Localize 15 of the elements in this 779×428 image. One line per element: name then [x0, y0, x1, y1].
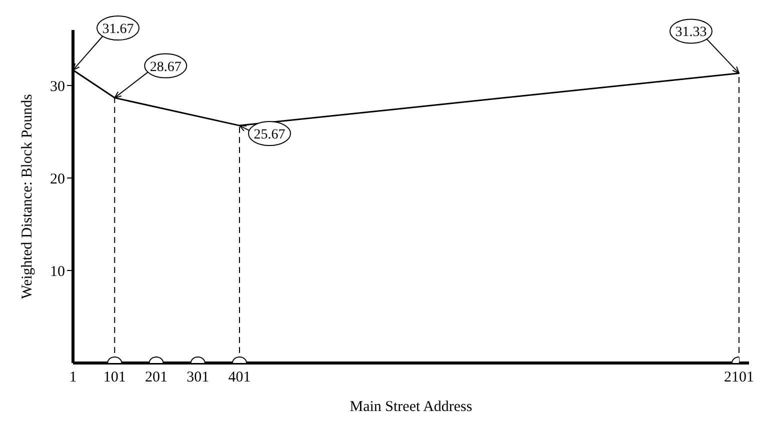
- data-label: 28.67: [150, 60, 182, 75]
- data-label: 25.67: [254, 128, 286, 143]
- y-tick-label: 20: [50, 171, 65, 188]
- x-tick-label: 2101: [724, 370, 754, 386]
- x-tick-label: 301: [186, 370, 210, 386]
- x-tick-label: 101: [103, 370, 126, 386]
- y-tick-label: 30: [50, 78, 65, 95]
- y-axis-title: Weighted Distance: Block Pounds: [19, 94, 36, 300]
- data-label: 31.33: [675, 25, 707, 40]
- x-tick-label: 201: [145, 370, 168, 386]
- data-label: 31.67: [102, 22, 134, 38]
- y-tick-label: 10: [50, 264, 65, 280]
- x-tick-label: 1: [69, 370, 77, 386]
- x-axis-title: Main Street Address: [350, 399, 472, 415]
- x-tick-label: 401: [228, 370, 251, 386]
